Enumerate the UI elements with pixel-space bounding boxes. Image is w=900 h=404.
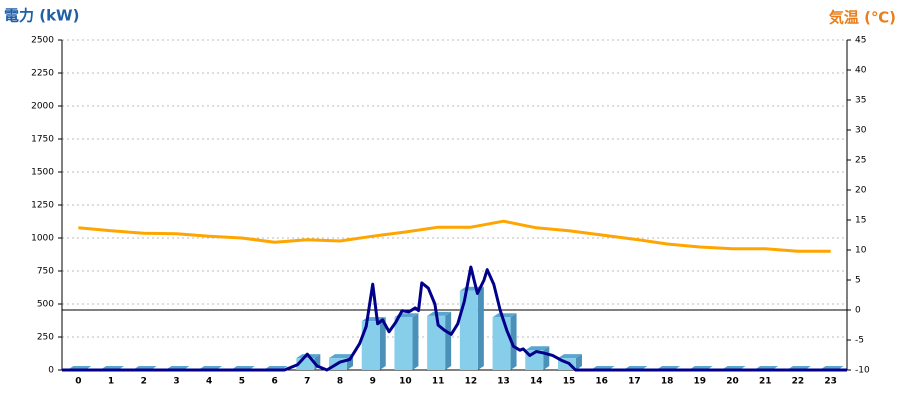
bar-top [492, 313, 517, 318]
bar-top [557, 354, 582, 359]
x-tick-label: 16 [595, 377, 608, 387]
y2-tick-label: 45 [855, 36, 866, 46]
y-tick-label: 250 [37, 333, 54, 343]
y-tick-label: 1250 [31, 201, 54, 211]
y2-tick-label: 10 [855, 246, 867, 256]
x-tick-label: 5 [239, 377, 245, 387]
x-tick-label: 20 [726, 377, 739, 387]
y2-axis-label: 気温 (℃) [829, 9, 896, 27]
bar-top [427, 311, 452, 316]
y2-tick-label: 40 [855, 66, 867, 76]
x-tick-label: 18 [661, 377, 674, 387]
y-tick-label: 1000 [31, 234, 54, 244]
bar [394, 317, 413, 370]
bar-side [575, 354, 582, 370]
x-tick-label: 8 [337, 377, 343, 387]
x-tick-label: 11 [432, 377, 445, 387]
y2-tick-label: 20 [855, 186, 867, 196]
x-tick-label: 19 [694, 377, 707, 387]
y-axis-label: 電力 (kW) [4, 7, 79, 25]
x-tick-label: 3 [173, 377, 179, 387]
bar [361, 321, 380, 370]
y2-tick-label: 35 [855, 96, 866, 106]
y-tick-label: 1750 [31, 135, 54, 145]
y2-tick-label: 0 [855, 306, 861, 316]
line [78, 219, 831, 253]
y-tick-label: 2500 [31, 36, 54, 46]
y-tick-label: 1500 [31, 168, 54, 178]
x-tick-label: 14 [530, 377, 543, 387]
bar [492, 317, 511, 370]
y-tick-label: 2000 [31, 102, 54, 112]
x-tick-label: 21 [759, 377, 772, 387]
x-tick-label: 17 [628, 377, 641, 387]
x-tick-label: 10 [399, 377, 412, 387]
bar-side [379, 317, 386, 370]
y2-tick-label: 15 [855, 216, 866, 226]
x-tick-label: 0 [75, 377, 81, 387]
bar-side [445, 311, 452, 370]
x-tick-label: 13 [497, 377, 510, 387]
bar-side [543, 346, 550, 370]
y-tick-label: 750 [37, 267, 54, 277]
bar-top [525, 346, 550, 351]
x-tick-label: 6 [271, 377, 277, 387]
y2-tick-label: 25 [855, 156, 866, 166]
x-tick-label: 2 [141, 377, 147, 387]
x-tick-label: 7 [304, 377, 310, 387]
line [62, 265, 847, 372]
x-tick-label: 4 [206, 377, 212, 387]
x-tick-label: 1 [108, 377, 114, 387]
y2-tick-label: -10 [855, 366, 870, 376]
bar-side [412, 313, 419, 370]
y2-tick-label: 5 [855, 276, 861, 286]
x-tick-label: 22 [792, 377, 805, 387]
y-tick-label: 500 [37, 300, 54, 310]
bar [459, 290, 478, 370]
bar-side [510, 313, 517, 370]
x-tick-label: 12 [465, 377, 478, 387]
bar-top [329, 354, 354, 359]
y-tick-label: 0 [48, 366, 54, 376]
y-tick-label: 2250 [31, 69, 54, 79]
x-tick-label: 15 [563, 377, 576, 387]
bar [296, 358, 315, 370]
y2-tick-label: -5 [855, 336, 864, 346]
x-tick-label: 9 [370, 377, 376, 387]
bar-side [477, 286, 484, 370]
bar [427, 315, 446, 370]
y2-tick-label: 30 [855, 126, 867, 136]
x-tick-label: 23 [824, 377, 837, 387]
